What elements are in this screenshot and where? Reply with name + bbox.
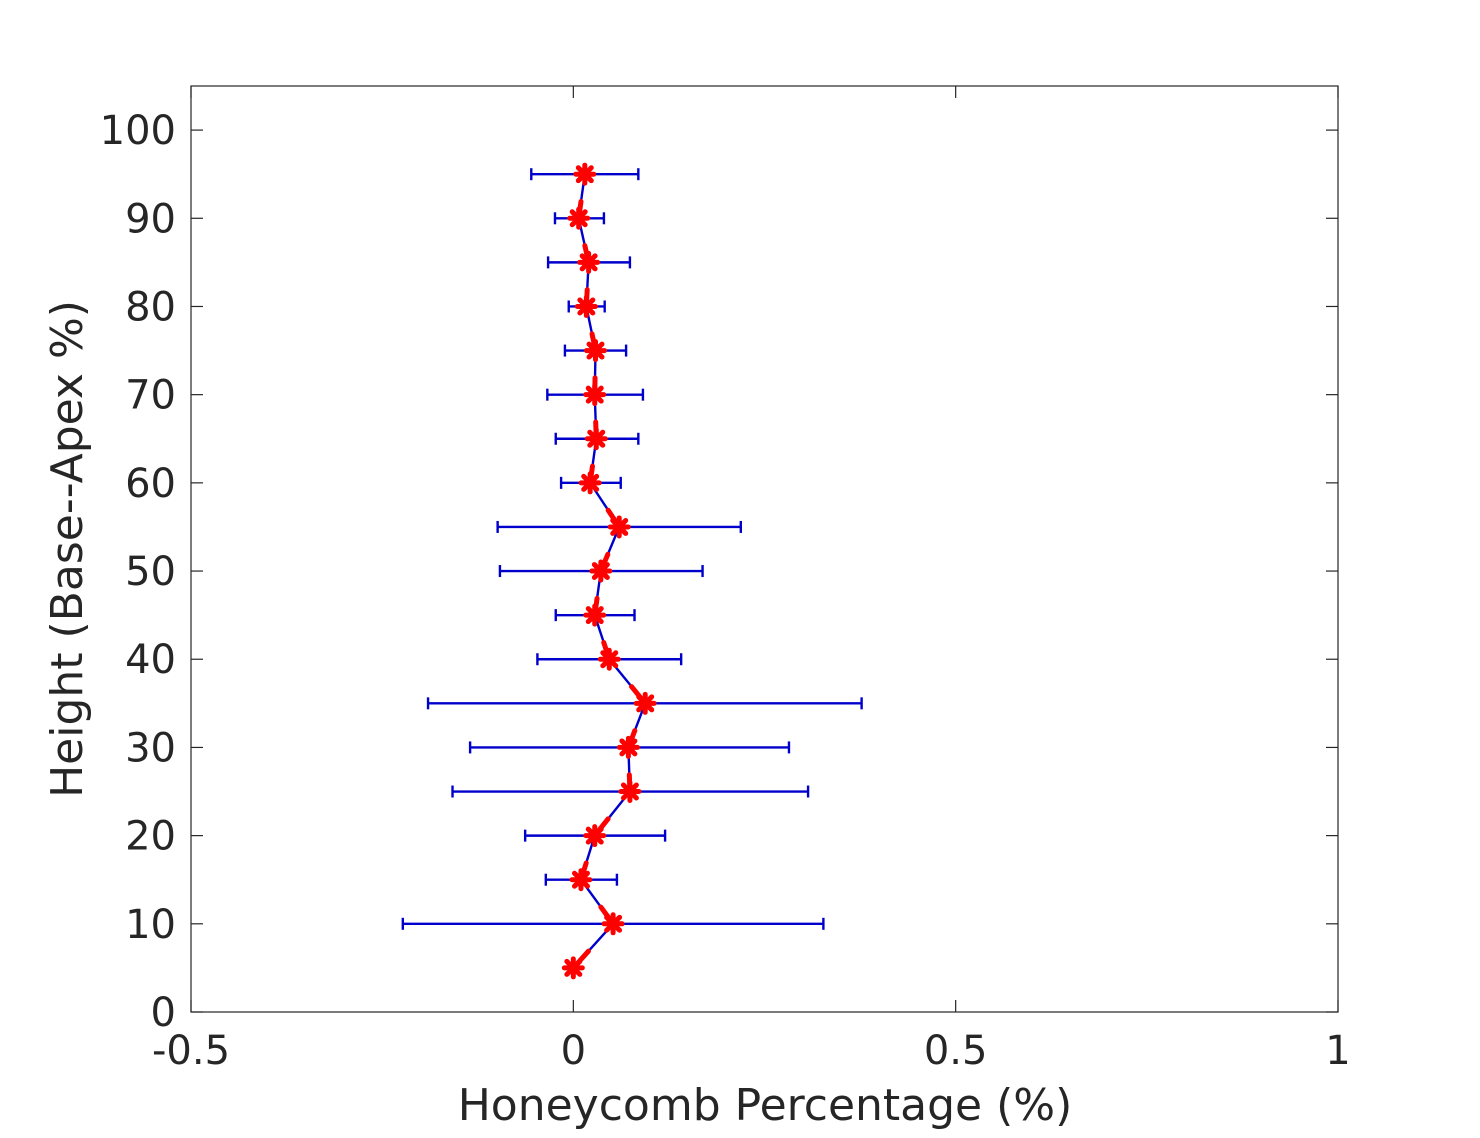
plot-area: [190, 85, 1339, 1013]
data-point: [567, 206, 591, 230]
y-tick-label: 0: [151, 990, 176, 1036]
x-tick-label: 1: [1325, 1028, 1350, 1074]
y-tick-label: 40: [125, 637, 176, 683]
data-point: [569, 868, 593, 892]
data-point: [597, 647, 621, 671]
y-tick-label: 50: [125, 549, 176, 595]
data-point: [618, 780, 642, 804]
y-axis-ticks: 0 10 20 30 40 50 60 70 80 90 100: [100, 108, 1338, 1036]
data-point: [607, 515, 631, 539]
data-point: [574, 294, 598, 318]
x-axis-ticks: -0.5 0 0.5 1: [152, 86, 1351, 1074]
y-tick-label: 20: [125, 814, 176, 860]
data-point: [601, 912, 625, 936]
data-point: [584, 427, 608, 451]
y-tick-label: 100: [100, 108, 176, 154]
data-point: [573, 162, 597, 186]
data-point: [584, 339, 608, 363]
data-point: [583, 824, 607, 848]
y-tick-label: 30: [125, 725, 176, 771]
data-point: [616, 735, 640, 759]
x-axis-label: Honeycomb Percentage (%): [458, 1080, 1073, 1131]
data-point: [583, 383, 607, 407]
data-point: [577, 250, 601, 274]
series-line-dash: [600, 551, 611, 569]
data-point: [633, 691, 657, 715]
x-tick-label: -0.5: [152, 1028, 230, 1074]
y-tick-label: 70: [125, 373, 176, 419]
y-axis-label: Height (Base--Apex %): [42, 300, 93, 798]
y-tick-label: 60: [125, 461, 176, 507]
series-markers: [561, 162, 657, 980]
data-point: [589, 559, 613, 583]
data-point: [583, 603, 607, 627]
y-tick-label: 10: [125, 902, 176, 948]
series-line-dash: [627, 728, 638, 745]
x-tick-label: 0: [561, 1028, 586, 1074]
x-tick-label: 0.5: [924, 1028, 988, 1074]
y-tick-label: 90: [125, 196, 176, 242]
y-tick-label: 80: [125, 284, 176, 330]
data-point: [578, 471, 602, 495]
data-point: [561, 956, 585, 980]
